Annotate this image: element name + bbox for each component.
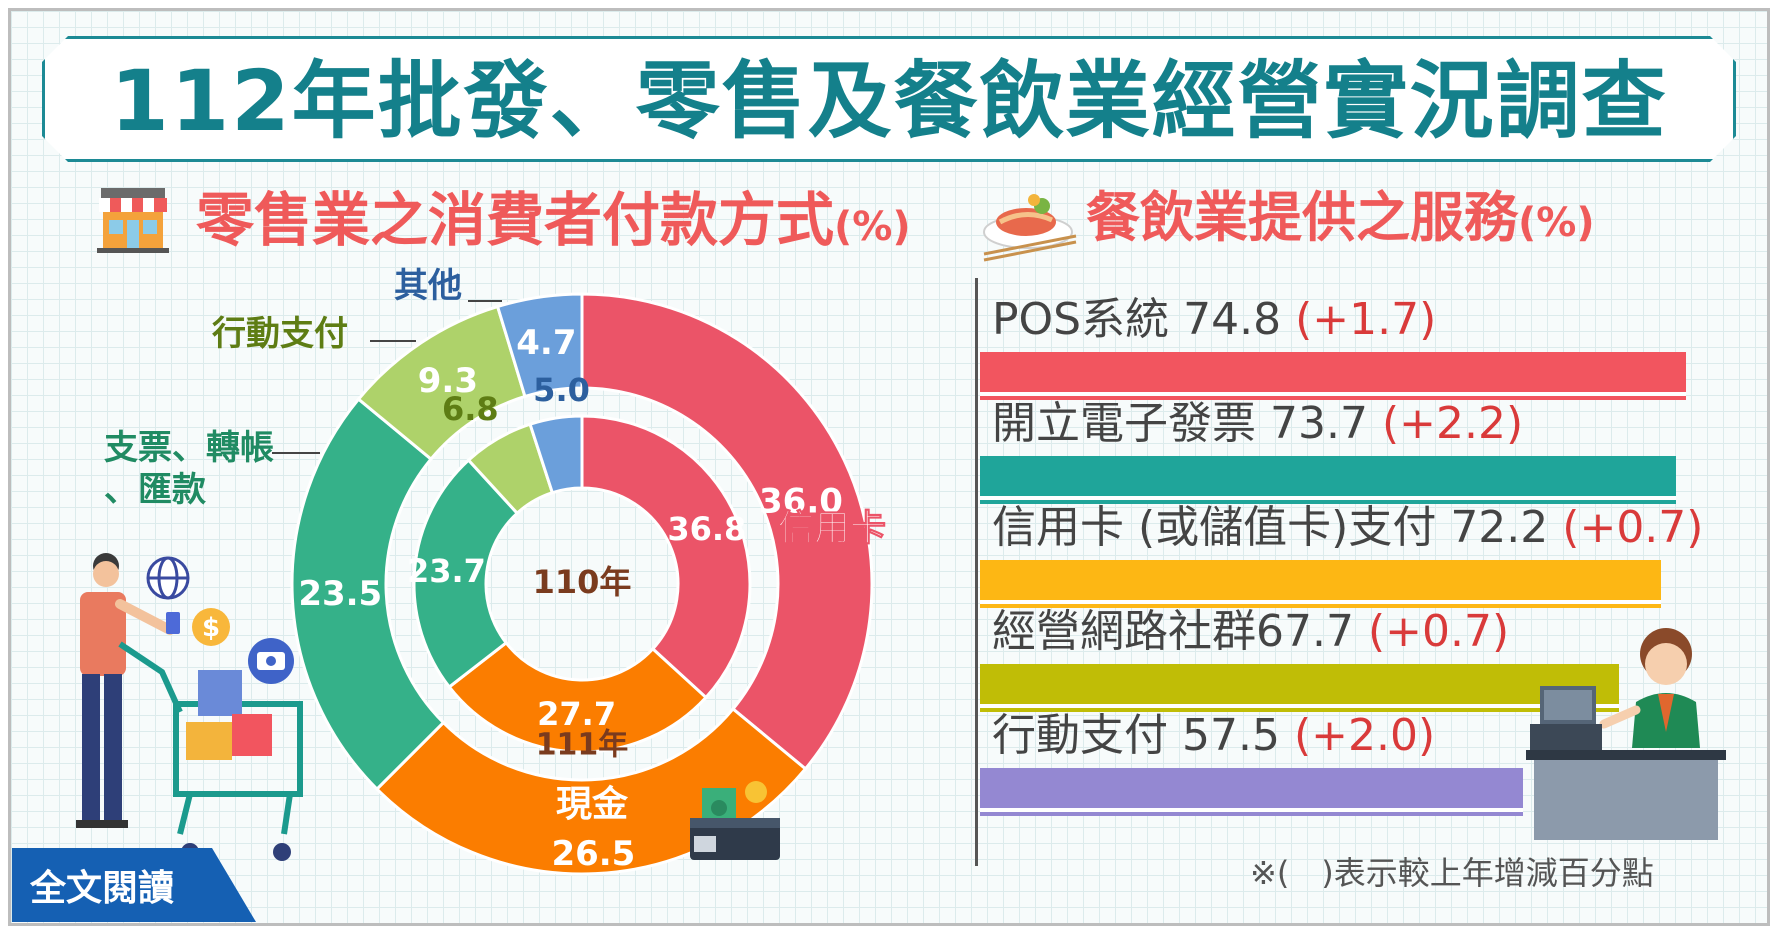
wallet-icon [690,781,780,860]
donut-value-inner-other: 5.0 [533,371,590,409]
bar-change: (+1.7) [1295,294,1437,345]
bar-category: 開立電子發票 [992,398,1270,449]
restaurant-chart-title-text: 餐飲業提供之服務 [1086,186,1518,249]
bar-category: 行動支付 [992,710,1182,761]
restaurant-chart-title: 餐飲業提供之服務(%) [1086,186,1595,251]
bar-value: 74.8 [1183,294,1296,345]
svg-text:$: $ [202,613,220,643]
bar-label: 經營網路社群67.7 (+0.7) [992,606,1510,657]
shopper-illustration [76,553,303,861]
donut-slice-outer-other [495,292,584,399]
bar-4 [980,664,1619,708]
card-icon [248,638,294,684]
donut-slice-outer-transfer [290,397,446,792]
retail-chart-title: 零售業之消費者付款方式(%) [196,186,911,256]
bar-category: 經營網路社群 [992,606,1256,657]
outer-ring-year-label: 111年 [536,728,629,763]
donut-value-inner-credit: 36.8 [667,510,746,548]
donut-slice-inner-credit [580,414,752,700]
bar-chart-axis [975,278,978,866]
read-full-text-button[interactable]: 全文閱讀 [12,848,256,922]
retail-chart-title-text: 零售業之消費者付款方式 [196,186,835,254]
bar-5 [980,768,1523,812]
dish-icon [983,194,1077,262]
label-mobile: 行動支付 [212,314,348,354]
bar-label: POS系統 74.8 (+1.7) [992,294,1437,345]
donut-value-outer-credit: 36.0 [759,481,843,521]
label-other: 其他 [394,266,462,306]
leader-other [468,300,502,302]
bar-value: 73.7 [1270,398,1382,449]
retail-chart-unit: (%) [834,204,911,250]
label-transfer-line2: 、匯款 [104,470,206,510]
donut-slice-inner-cash [447,640,709,754]
bar-change: (+2.2) [1381,398,1524,449]
donut-value-outer-other: 4.7 [516,323,576,363]
bar-3 [980,560,1662,604]
restaurant-chart-unit: (%) [1518,200,1595,246]
globe-icon [146,556,190,600]
donut-slice-outer-credit [580,292,874,771]
donut-value-inner-cash: 27.7 [537,695,616,733]
bar-value: 57.5 [1182,710,1294,761]
leader-transfer [272,452,320,454]
inner-ring-year-label: 110年 [533,563,632,601]
cashier-illustration [1526,628,1726,840]
donut-value-inner-mobile: 6.8 [442,390,499,428]
bar-1 [980,352,1686,396]
donut-value-outer-cash: 26.5 [551,834,635,874]
donut-slice-inner-transfer [412,457,520,690]
bar-value: 72.2 [1450,502,1563,553]
bar-change: (+2.0) [1293,710,1436,761]
bar-label: 信用卡 (或儲值卡)支付 72.2 (+0.7) [992,502,1704,553]
bar-value: 67.7 [1256,606,1368,657]
bar-label: 開立電子發票 73.7 (+2.2) [992,398,1524,449]
label-credit-card: 信用卡 [778,508,886,549]
bar-change: (+0.7) [1367,606,1510,657]
bar-2 [980,456,1676,500]
bar-change: (+0.7) [1562,502,1704,553]
donut-value-outer-transfer: 23.5 [298,574,382,614]
title-banner: 112年批發、零售及餐飲業經營實況調查 [42,36,1736,162]
donut-value-inner-transfer: 23.7 [407,552,486,590]
footnote: ※( )表示較上年增減百分點 [1250,854,1654,892]
label-transfer-line1: 支票、轉帳 [104,428,274,468]
bar-label: 行動支付 57.5 (+2.0) [992,710,1436,761]
donut-slice-inner-other [528,414,584,495]
bar-category: 信用卡 (或儲值卡)支付 [992,502,1451,553]
dollar-icon: $ [192,608,230,646]
donut-value-outer-mobile: 9.3 [418,361,478,401]
page-title: 112年批發、零售及餐飲業經營實況調查 [110,52,1668,150]
store-icon [97,188,169,253]
bar-category: POS系統 [992,294,1184,345]
leader-mobile [370,340,416,342]
label-cash: 現金 [556,783,629,825]
